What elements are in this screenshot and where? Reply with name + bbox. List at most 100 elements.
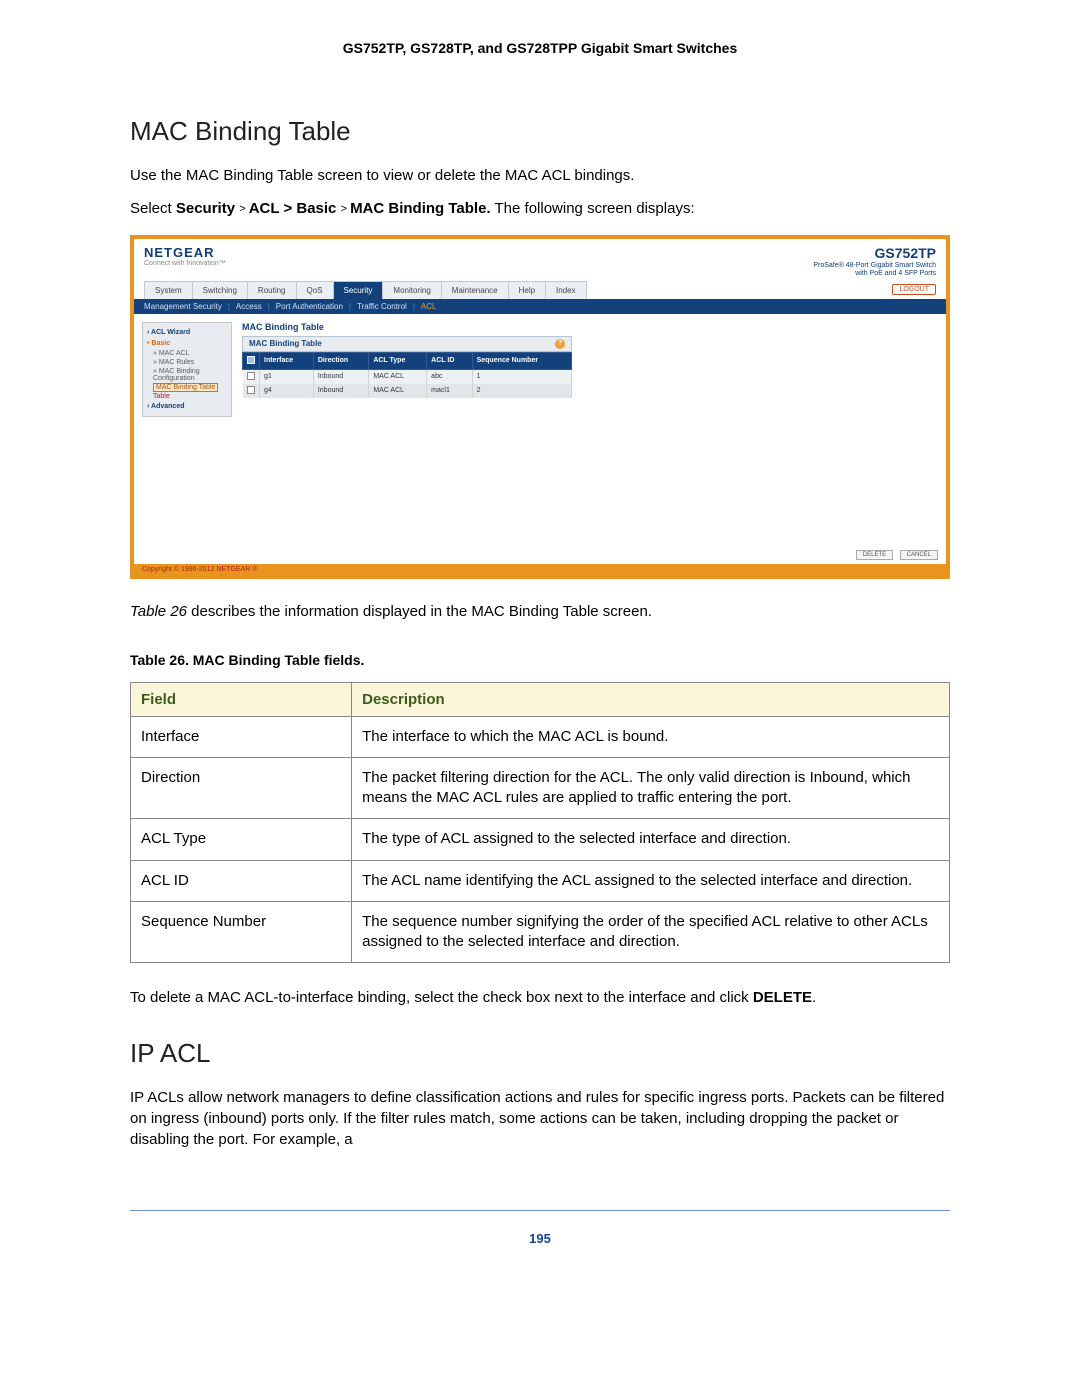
cell-dir: Inbound: [313, 369, 368, 384]
nav-acl-basic: ACL > Basic: [249, 200, 337, 217]
subnav-acl[interactable]: ACL: [421, 302, 437, 311]
cell-dir: Inbound: [313, 384, 368, 398]
cell-field: Sequence Number: [131, 901, 352, 963]
cell-desc: The packet filtering direction for the A…: [352, 757, 950, 819]
doc-header: GS752TP, GS728TP, and GS728TPP Gigabit S…: [130, 40, 950, 56]
cell-desc: The sequence number signifying the order…: [352, 901, 950, 963]
cell-id: macl1: [427, 384, 472, 398]
model-name: GS752TP: [813, 245, 936, 262]
del-bold: DELETE: [753, 989, 812, 1006]
help-icon[interactable]: ?: [555, 339, 565, 349]
netgear-logo: NETGEAR: [144, 245, 226, 260]
netgear-tagline: Connect with Innovation™: [144, 260, 226, 267]
cell-if: g4: [260, 384, 314, 398]
page-number: 195: [130, 1210, 950, 1246]
table-row[interactable]: g1 Inbound MAC ACL abc 1: [243, 369, 572, 384]
table-ref: Table 26: [130, 603, 187, 620]
table-row: Direction The packet filtering direction…: [131, 757, 950, 819]
subnav-traffic[interactable]: Traffic Control: [357, 302, 407, 311]
screenshot: NETGEAR Connect with Innovation™ GS752TP…: [130, 235, 950, 579]
th-field: Field: [131, 682, 352, 716]
ss-subnav: Management Security| Access| Port Authen…: [134, 299, 946, 314]
tab-qos[interactable]: QoS: [296, 281, 334, 299]
cell-seq: 2: [472, 384, 571, 398]
ss-logo-block: NETGEAR Connect with Innovation™: [144, 245, 226, 267]
intro-paragraph: Use the MAC Binding Table screen to view…: [130, 165, 950, 186]
cell-desc: The interface to which the MAC ACL is bo…: [352, 716, 950, 757]
cell-field: Direction: [131, 757, 352, 819]
ip-acl-paragraph: IP ACLs allow network managers to define…: [130, 1087, 950, 1150]
ss-main: MAC Binding Table MAC Binding Table ? In…: [242, 322, 938, 398]
side-acl-wizard[interactable]: › ACL Wizard: [147, 327, 227, 338]
nav-path: Select Security > ACL > Basic > MAC Bind…: [130, 200, 950, 217]
ss-main-tabs: System Switching Routing QoS Security Mo…: [134, 281, 946, 299]
tab-routing[interactable]: Routing: [247, 281, 297, 299]
delete-button[interactable]: DELETE: [856, 550, 893, 560]
del-text-c: .: [812, 989, 816, 1006]
section-mac-binding-title: MAC Binding Table: [130, 116, 950, 147]
nav-sep: >: [341, 203, 350, 215]
side-mac-acl[interactable]: » MAC ACL: [147, 349, 227, 358]
after-ss-paragraph: Table 26 describes the information displ…: [130, 601, 950, 622]
cell-field: ACL Type: [131, 819, 352, 860]
side-table-sub: Table: [147, 392, 227, 401]
subnav-mgmt-sec[interactable]: Management Security: [144, 302, 222, 311]
table-row[interactable]: g4 Inbound MAC ACL macl1 2: [243, 384, 572, 398]
col-acl-id: ACL ID: [427, 352, 472, 369]
ss-copyright: Copyright © 1996-2012 NETGEAR ®: [134, 564, 946, 575]
side-mac-bind-table[interactable]: MAC Binding Table: [153, 383, 218, 392]
cell-desc: The type of ACL assigned to the selected…: [352, 819, 950, 860]
del-text-a: To delete a MAC ACL-to-interface binding…: [130, 989, 753, 1006]
tab-security[interactable]: Security: [333, 281, 384, 299]
cell-seq: 1: [472, 369, 571, 384]
tab-switching[interactable]: Switching: [192, 281, 248, 299]
nav-prefix: Select: [130, 200, 176, 217]
col-checkbox[interactable]: [243, 352, 260, 369]
side-mac-rules[interactable]: » MAC Rules: [147, 358, 227, 367]
th-desc: Description: [352, 682, 950, 716]
table-row: ACL ID The ACL name identifying the ACL …: [131, 860, 950, 901]
cell-id: abc: [427, 369, 472, 384]
tab-maintenance[interactable]: Maintenance: [441, 281, 509, 299]
table-row: ACL Type The type of ACL assigned to the…: [131, 819, 950, 860]
tab-system[interactable]: System: [144, 281, 193, 299]
logout-button[interactable]: LOGOUT: [892, 284, 936, 295]
ss-sidebar: › ACL Wizard • Basic » MAC ACL » MAC Rul…: [142, 322, 232, 417]
tab-help[interactable]: Help: [508, 281, 546, 299]
side-basic[interactable]: • Basic: [147, 338, 227, 349]
after-ss-text: describes the information displayed in t…: [187, 603, 652, 620]
cell-if: g1: [260, 369, 314, 384]
cell-field: ACL ID: [131, 860, 352, 901]
col-interface: Interface: [260, 352, 314, 369]
ss-panel-header: MAC Binding Table ?: [242, 336, 572, 352]
cell-desc: The ACL name identifying the ACL assigne…: [352, 860, 950, 901]
model-sub2: with PoE and 4 SFP Ports: [813, 270, 936, 278]
cell-field: Interface: [131, 716, 352, 757]
subnav-access[interactable]: Access: [236, 302, 262, 311]
nav-security: Security: [176, 200, 235, 217]
ss-panel: MAC Binding Table ? Interface Direction …: [242, 336, 572, 398]
tab-index[interactable]: Index: [545, 281, 587, 299]
model-sub1: ProSafe® 48-Port Gigabit Smart Switch: [813, 262, 936, 270]
side-mac-bind-cfg[interactable]: » MAC Binding Configuration: [147, 367, 227, 383]
row-checkbox[interactable]: [243, 384, 260, 398]
section-ip-acl-title: IP ACL: [130, 1038, 950, 1069]
ss-footer-buttons: DELETE CANCEL: [134, 544, 946, 564]
cell-type: MAC ACL: [369, 384, 427, 398]
ss-main-title: MAC Binding Table: [242, 322, 938, 332]
table-row: Interface The interface to which the MAC…: [131, 716, 950, 757]
row-checkbox[interactable]: [243, 369, 260, 384]
col-acl-type: ACL Type: [369, 352, 427, 369]
col-seq: Sequence Number: [472, 352, 571, 369]
table-26-caption: Table 26. MAC Binding Table fields.: [130, 652, 950, 668]
ss-header: NETGEAR Connect with Innovation™ GS752TP…: [134, 239, 946, 281]
subnav-port-auth[interactable]: Port Authentication: [276, 302, 343, 311]
tab-monitoring[interactable]: Monitoring: [382, 281, 441, 299]
side-advanced[interactable]: › Advanced: [147, 401, 227, 412]
ss-binding-table: Interface Direction ACL Type ACL ID Sequ…: [242, 352, 572, 398]
table-row: Sequence Number The sequence number sign…: [131, 901, 950, 963]
table-26: Field Description Interface The interfac…: [130, 682, 950, 964]
cancel-button[interactable]: CANCEL: [900, 550, 938, 560]
nav-sep: >: [239, 203, 248, 215]
ss-model-block: GS752TP ProSafe® 48-Port Gigabit Smart S…: [813, 245, 936, 279]
